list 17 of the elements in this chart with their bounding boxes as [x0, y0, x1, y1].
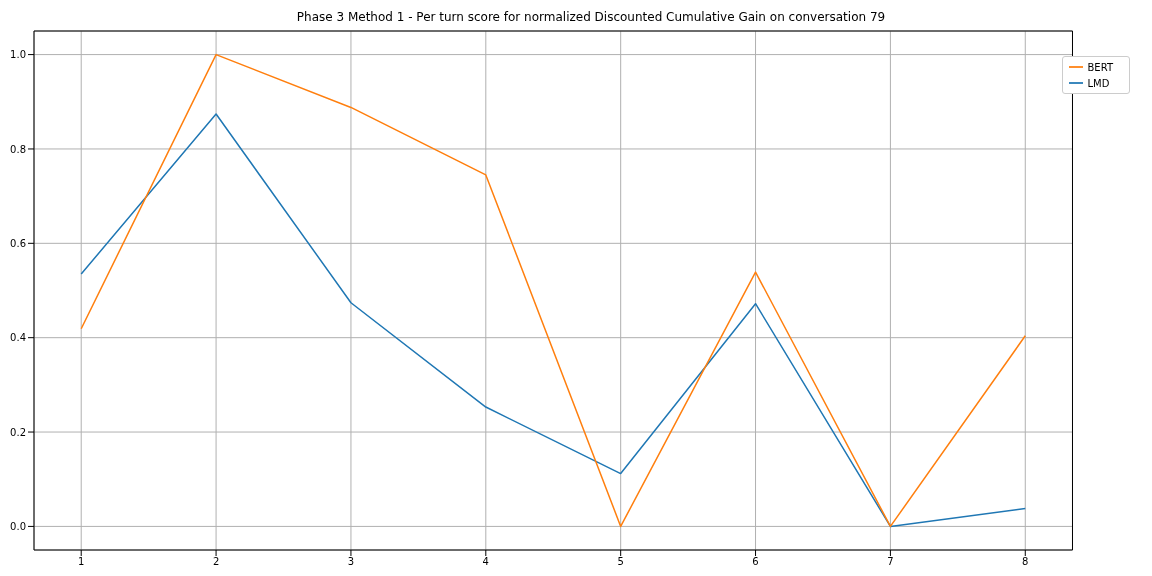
x-tick-label: 7: [887, 556, 894, 568]
y-tick-label: 0.0: [10, 520, 26, 532]
y-tick-label: 0.4: [10, 332, 26, 344]
x-tick-label: 8: [1022, 556, 1029, 568]
y-tick-label: 0.6: [10, 237, 26, 249]
x-tick-label: 1: [78, 556, 85, 568]
y-tick-label: 0.8: [10, 143, 26, 155]
x-tick-label: 4: [482, 556, 489, 568]
x-tick-label: 6: [752, 556, 759, 568]
x-tick-label: 2: [212, 556, 220, 568]
y-tick-label: 0.2: [10, 426, 26, 438]
x-tick-label: 3: [347, 556, 355, 568]
y-tick-label: 1.0: [10, 49, 26, 61]
legend-label: LMD: [1087, 78, 1110, 89]
chart-title: Phase 3 Method 1 - Per turn score for normalized Discounted Cumulative Gain on conversation 79: [295, 9, 887, 26]
x-tick-label: 5: [617, 556, 624, 568]
legend-label: BERT: [1087, 62, 1113, 73]
